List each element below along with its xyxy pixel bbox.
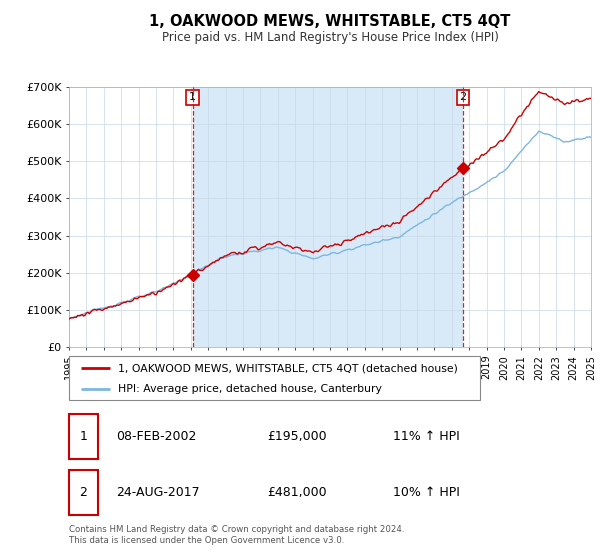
- FancyBboxPatch shape: [69, 470, 98, 515]
- Text: Price paid vs. HM Land Registry's House Price Index (HPI): Price paid vs. HM Land Registry's House …: [161, 31, 499, 44]
- Text: 1: 1: [189, 92, 196, 102]
- FancyBboxPatch shape: [69, 414, 98, 459]
- FancyBboxPatch shape: [69, 356, 480, 400]
- Text: 2: 2: [79, 486, 87, 500]
- Text: HPI: Average price, detached house, Canterbury: HPI: Average price, detached house, Cant…: [118, 384, 382, 394]
- Text: 08-FEB-2002: 08-FEB-2002: [116, 430, 196, 444]
- Text: 11% ↑ HPI: 11% ↑ HPI: [392, 430, 460, 444]
- Text: 10% ↑ HPI: 10% ↑ HPI: [392, 486, 460, 500]
- Text: 2: 2: [460, 92, 467, 102]
- Text: 1: 1: [79, 430, 87, 444]
- Text: 1, OAKWOOD MEWS, WHITSTABLE, CT5 4QT: 1, OAKWOOD MEWS, WHITSTABLE, CT5 4QT: [149, 14, 511, 29]
- Bar: [193, 87, 463, 347]
- Text: 1, OAKWOOD MEWS, WHITSTABLE, CT5 4QT (detached house): 1, OAKWOOD MEWS, WHITSTABLE, CT5 4QT (de…: [118, 363, 458, 373]
- Text: £481,000: £481,000: [268, 486, 327, 500]
- Text: Contains HM Land Registry data © Crown copyright and database right 2024.
This d: Contains HM Land Registry data © Crown c…: [69, 525, 404, 545]
- Text: 24-AUG-2017: 24-AUG-2017: [116, 486, 200, 500]
- Text: £195,000: £195,000: [268, 430, 327, 444]
